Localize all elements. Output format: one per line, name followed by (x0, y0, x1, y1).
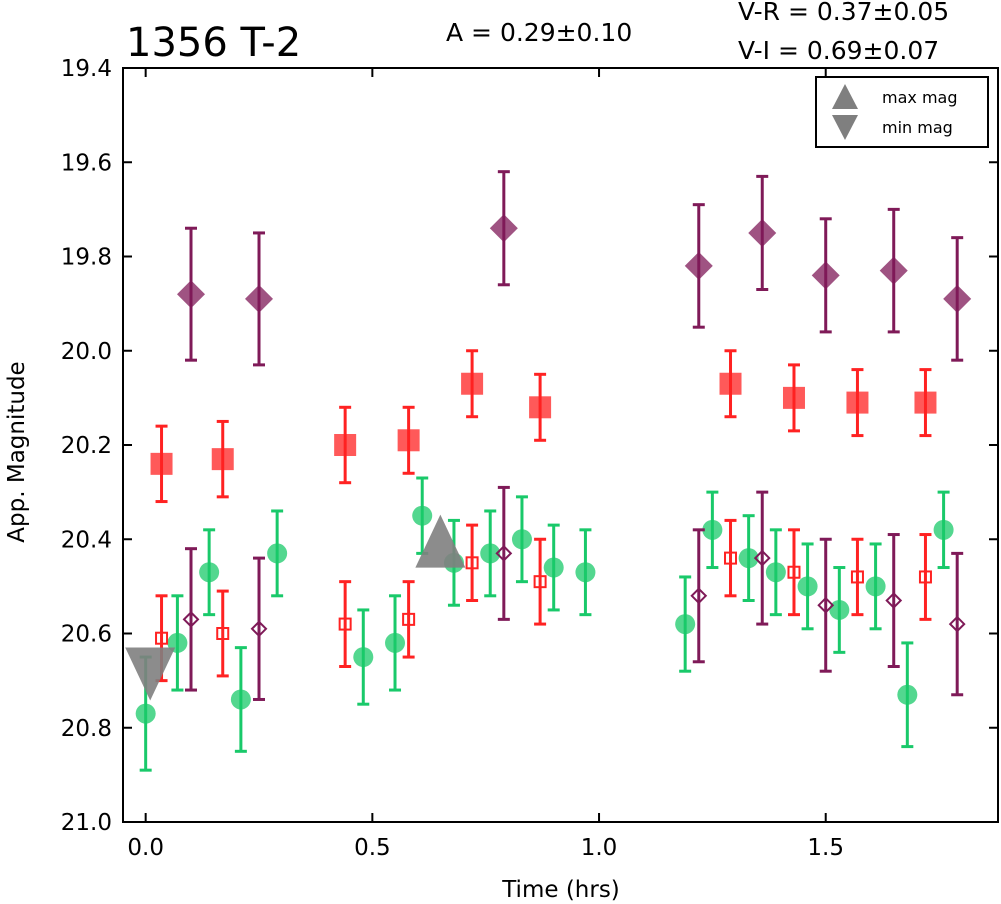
data-point (155, 631, 169, 645)
data-point (489, 214, 518, 243)
data-point (182, 610, 200, 628)
data-point (879, 256, 908, 285)
data-point (829, 599, 850, 620)
data-point (353, 647, 374, 668)
x-tick-label: 0.0 (127, 835, 164, 861)
x-axis-label: Time (hrs) (501, 877, 620, 903)
legend: max mag min mag (815, 76, 989, 148)
data-point (177, 280, 206, 309)
series-3 (155, 518, 932, 683)
plot-frame (122, 67, 999, 823)
min-mag-marker (125, 647, 176, 701)
data-point (511, 529, 532, 550)
data-point (690, 587, 708, 605)
data-point (811, 261, 840, 290)
data-point (787, 565, 801, 579)
data-point (850, 570, 864, 584)
x-tick-label: 0.5 (354, 835, 391, 861)
data-point (412, 505, 433, 526)
y-tick-label: 20.4 (61, 527, 112, 553)
data-point (385, 632, 406, 653)
legend-min-mag-label: min mag (882, 118, 953, 137)
plot-area (125, 170, 972, 772)
series-1 (150, 349, 937, 504)
data-point (684, 251, 713, 280)
y-tick-label: 20.0 (61, 339, 112, 365)
data-point (480, 543, 501, 564)
data-point (397, 429, 420, 452)
data-point (748, 218, 777, 247)
data-point (211, 448, 234, 471)
chart-title: 1356 T-2 (126, 20, 301, 66)
data-point (402, 612, 416, 626)
data-point (948, 615, 966, 633)
color-index-vi: V-I = 0.69±0.07 (738, 36, 939, 65)
data-point (230, 689, 251, 710)
data-point (865, 576, 886, 597)
data-point (738, 548, 759, 569)
data-point (943, 284, 972, 313)
y-axis-label: App. Magnitude (4, 361, 30, 542)
data-point (914, 391, 937, 414)
y-tick-label: 20.8 (61, 716, 112, 742)
color-index-vr: V-R = 0.37±0.05 (738, 0, 949, 26)
y-tick-label: 19.4 (61, 56, 112, 82)
data-point (817, 596, 835, 614)
data-point (543, 557, 564, 578)
data-point (918, 570, 932, 584)
data-point (575, 562, 596, 583)
x-tick-label: 1.5 (807, 835, 844, 861)
y-tick-label: 19.6 (61, 150, 112, 176)
data-point (267, 543, 288, 564)
series-4 (182, 485, 966, 701)
axes: 0.0 0.5 1.0 1.5 19.4 19.6 19.8 20.0 20.2 20.4 20.6… (61, 56, 999, 861)
data-point (897, 684, 918, 705)
data-point (199, 562, 220, 583)
legend-max-mag-label: max mag (882, 88, 958, 107)
data-point (338, 617, 352, 631)
data-point (782, 386, 805, 409)
amplitude-text: A = 0.29±0.10 (446, 18, 632, 47)
legend-min-mag-icon (832, 115, 858, 140)
data-point (724, 551, 738, 565)
data-point (533, 575, 547, 589)
y-tick-label: 19.8 (61, 245, 112, 271)
data-point (250, 620, 268, 638)
max-mag-marker (415, 514, 466, 568)
data-point (719, 372, 742, 395)
data-point (702, 519, 723, 540)
data-point (933, 519, 954, 540)
data-point (675, 614, 696, 635)
data-point (529, 396, 552, 419)
data-point (216, 627, 230, 640)
data-point (797, 576, 818, 597)
data-point (135, 703, 156, 724)
y-tick-label: 20.2 (61, 433, 112, 459)
data-point (461, 372, 484, 395)
data-point (334, 434, 357, 456)
y-tick-label: 20.6 (61, 622, 112, 648)
data-point (150, 452, 173, 475)
legend-max-mag-icon (832, 84, 858, 109)
data-point (765, 562, 786, 583)
data-point (846, 391, 869, 414)
data-point (753, 549, 771, 567)
x-tick-label: 1.0 (581, 835, 618, 861)
data-point (885, 592, 903, 609)
data-point (465, 556, 479, 570)
data-point (495, 544, 513, 562)
series-0 (177, 170, 972, 367)
y-tick-label: 21.0 (61, 810, 112, 836)
data-point (245, 284, 274, 313)
